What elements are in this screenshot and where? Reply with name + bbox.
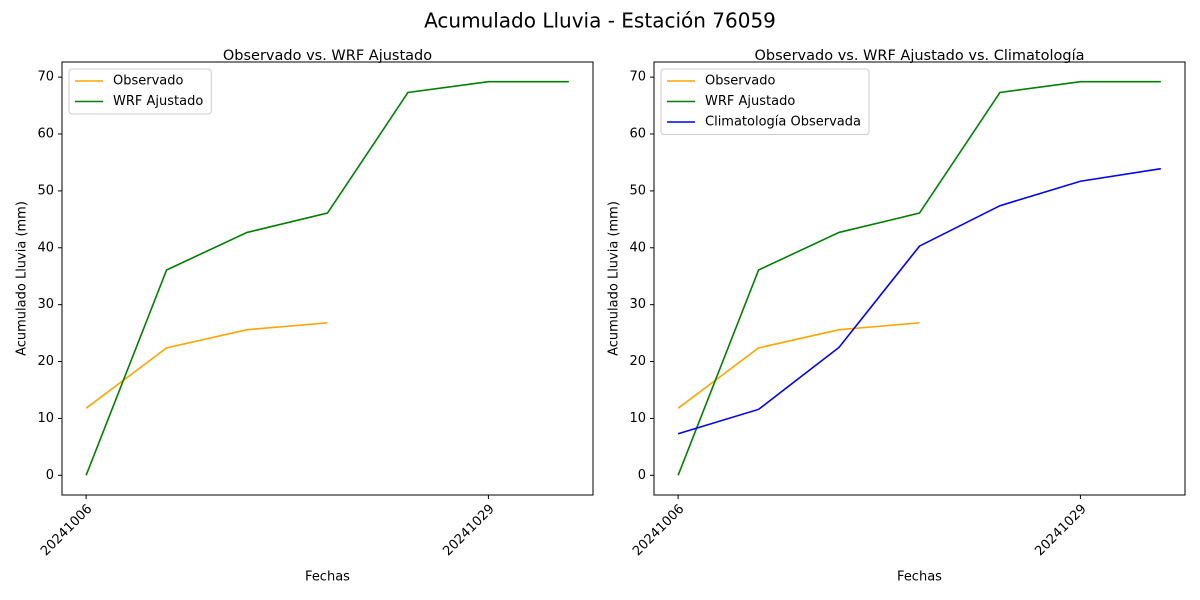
y-tick-label: 50 — [37, 183, 54, 198]
legend-label: Observado — [113, 74, 184, 89]
x-tick-label: 20241006 — [38, 502, 95, 559]
y-axis-label: Acumulado Lluvia (mm) — [15, 201, 30, 356]
y-tick-label: 20 — [629, 354, 646, 369]
subplot-title: Observado vs. WRF Ajustado — [223, 48, 432, 64]
legend-label: Climatología Observada — [705, 115, 861, 130]
x-axis-label: Fechas — [305, 570, 350, 585]
y-tick-label: 50 — [629, 183, 646, 198]
axes-frame — [61, 61, 594, 496]
y-tick-label: 10 — [629, 411, 646, 426]
axes-frame — [653, 61, 1186, 496]
y-axis-label: Acumulado Lluvia (mm) — [607, 201, 622, 356]
y-tick-label: 10 — [37, 411, 54, 426]
x-tick-label: 20241006 — [630, 502, 687, 559]
series-line — [677, 322, 920, 409]
x-tick-label: 20241029 — [1032, 502, 1089, 559]
y-tick-label: 70 — [37, 70, 54, 85]
legend-label: WRF Ajustado — [113, 94, 203, 109]
subplot-title: Observado vs. WRF Ajustado vs. Climatolo… — [755, 48, 1085, 64]
legend-label: Observado — [705, 74, 776, 89]
y-tick-label: 60 — [629, 127, 646, 142]
y-tick-label: 0 — [638, 468, 646, 483]
y-tick-label: 60 — [37, 127, 54, 142]
legend: Observado WRF Ajustado Climatología Observ… — [660, 68, 870, 135]
series-line — [85, 322, 328, 409]
y-tick-label: 30 — [629, 297, 646, 312]
series-line — [677, 80, 1161, 476]
legend-box — [660, 68, 870, 135]
x-tick-label: 20241029 — [440, 502, 497, 559]
y-tick-label: 30 — [37, 297, 54, 312]
figure-title: Acumulado Lluvia - Estación 76059 — [424, 9, 776, 33]
y-tick-label: 40 — [37, 240, 54, 255]
series-line — [85, 80, 569, 476]
legend-box — [68, 68, 212, 115]
legend-label: WRF Ajustado — [705, 94, 795, 109]
y-tick-label: 40 — [629, 240, 646, 255]
legend: Observado WRF Ajustado — [68, 68, 212, 115]
y-tick-label: 0 — [46, 468, 54, 483]
x-axis-label: Fechas — [897, 570, 942, 585]
y-tick-label: 20 — [37, 354, 54, 369]
y-tick-label: 70 — [629, 70, 646, 85]
series-line — [677, 167, 1161, 435]
